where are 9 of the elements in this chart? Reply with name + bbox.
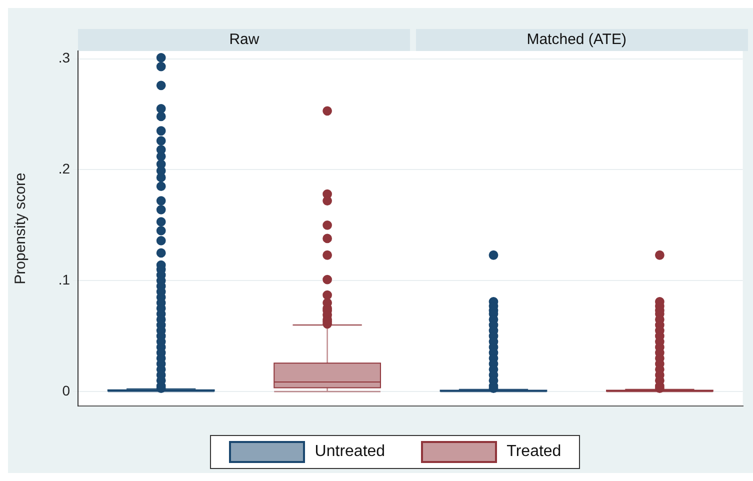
legend-label: Untreated (314, 443, 386, 461)
x-tick-label: Matched (ATE) (526, 31, 626, 48)
y-tick-label: 0 (62, 382, 70, 398)
y-tick-label: .3 (58, 50, 70, 66)
y-tick-label: .1 (58, 272, 70, 288)
legend-label: Treated (506, 443, 562, 461)
y-tick-label: .2 (58, 160, 70, 177)
x-tick-label: Raw (229, 31, 260, 48)
y-axis-title: Propensity score (12, 172, 30, 284)
